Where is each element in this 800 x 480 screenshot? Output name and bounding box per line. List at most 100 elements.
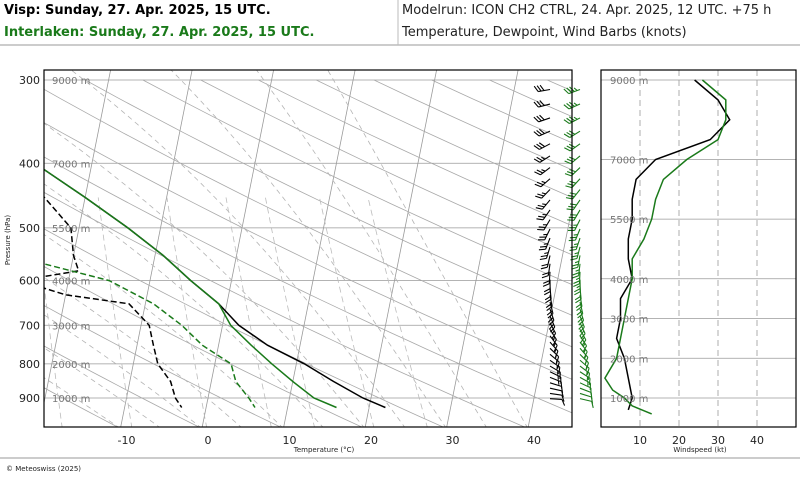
dry-adiabat	[44, 122, 572, 380]
interlaken-temperature-line	[44, 168, 337, 409]
visp-windspeed-line	[615, 79, 731, 411]
barb-staff	[541, 189, 551, 199]
barb-staff	[549, 387, 562, 392]
wind-frame	[600, 69, 797, 428]
barb-flag	[539, 100, 545, 106]
barb-flag	[563, 88, 570, 94]
barb-staff	[579, 315, 585, 328]
barb-flag	[543, 280, 550, 284]
barb-flag	[575, 298, 582, 304]
wind-barb	[549, 353, 560, 369]
barb-staff	[579, 308, 585, 321]
barb-staff	[549, 359, 561, 368]
barb-half-flag	[543, 233, 548, 236]
barb-flag	[558, 367, 561, 374]
barb-flag	[574, 288, 581, 293]
barb-flag	[538, 239, 545, 241]
skewt-series	[44, 168, 386, 409]
barb-flag	[542, 272, 549, 276]
barb-staff	[544, 228, 551, 241]
barb-half-flag	[543, 243, 548, 245]
barb-staff	[549, 308, 555, 321]
barb-staff	[543, 219, 551, 231]
barb-staff	[549, 371, 562, 378]
barb-half-flag	[542, 203, 547, 206]
barb-staff	[549, 376, 562, 383]
wind-barb	[568, 228, 581, 242]
station-title-visp: Visp: Sunday, 27. Apr. 2025, 15 UTC.	[4, 3, 271, 18]
barb-flag	[564, 173, 572, 177]
wind-barb	[537, 219, 551, 231]
barb-flag	[566, 87, 572, 93]
skewt-frame	[43, 69, 573, 428]
barb-staff	[579, 322, 586, 334]
barb-staff	[579, 359, 590, 369]
barb-flag	[563, 133, 571, 138]
barb-half-flag	[584, 360, 587, 365]
barb-staff	[549, 392, 562, 396]
barb-flag	[566, 103, 573, 109]
altitude-label: 2000 m	[52, 360, 90, 371]
barb-half-flag	[573, 116, 578, 120]
temperature-tick-label: 40	[527, 434, 541, 447]
wind-barb	[539, 246, 551, 261]
barb-half-flag	[573, 102, 578, 106]
wind-barb	[538, 228, 551, 241]
barb-flag	[533, 158, 541, 163]
barb-half-flag	[586, 371, 588, 376]
dry-adiabat	[44, 88, 572, 348]
isotherm-line	[283, 70, 356, 427]
barb-staff	[549, 365, 561, 373]
barb-flag	[539, 236, 547, 238]
barb-flag	[566, 117, 573, 123]
wind-barb	[536, 209, 551, 221]
isotherm-line	[44, 70, 112, 406]
moist-adiabat	[44, 234, 283, 427]
barb-half-flag	[544, 252, 549, 255]
wind-barb	[542, 271, 551, 287]
barb-flag	[539, 245, 547, 248]
barb-staff	[579, 382, 592, 389]
barb-flag	[561, 394, 565, 402]
dry-adiabat	[200, 79, 572, 256]
interlaken-dewpoint-line	[44, 263, 256, 408]
barb-flag	[572, 272, 580, 276]
barb-flag	[569, 248, 577, 251]
windspeed-tick-label: 10	[633, 434, 647, 447]
pressure-tick-label: 600	[19, 275, 40, 288]
barb-flag	[540, 266, 548, 270]
wind-axis-labels: 10 20 30 40 9000 m 7000 m 5500 m 4000 m 3000 m 20…	[610, 76, 764, 454]
wind-barb	[579, 371, 591, 386]
barb-flag	[545, 298, 552, 304]
mixing-ratio-line	[367, 197, 428, 427]
barb-half-flag	[557, 380, 560, 385]
moist-adiabat	[44, 276, 242, 427]
wind-barb	[565, 178, 581, 189]
dry-adiabat	[44, 156, 572, 414]
temperature-tick-label: -10	[118, 434, 136, 447]
wind-altitude-label: 1000 m	[610, 394, 648, 405]
wind-barb	[538, 237, 551, 251]
barb-flag	[587, 373, 591, 380]
moist-adiabat	[71, 70, 406, 427]
barb-flag	[536, 181, 544, 186]
wind-barb	[572, 263, 581, 279]
wind-barb	[579, 359, 590, 375]
mixing-ratio-line	[166, 197, 208, 427]
barb-flag	[578, 324, 584, 330]
mixing-ratio-line	[44, 280, 63, 427]
barb-half-flag	[557, 375, 559, 380]
barb-staff	[549, 315, 556, 328]
barb-flag	[548, 320, 555, 326]
wind-grid	[601, 70, 796, 427]
barb-half-flag	[554, 348, 557, 353]
barb-staff	[549, 294, 553, 307]
wind-barb	[533, 155, 551, 163]
barb-flag	[574, 291, 581, 296]
altitude-label: 9000 m	[52, 76, 90, 87]
barb-staff	[571, 178, 581, 189]
wind-barb	[549, 398, 566, 406]
barb-staff	[549, 398, 563, 400]
altitude-label: 7000 m	[52, 159, 90, 170]
barb-flag	[533, 145, 540, 150]
